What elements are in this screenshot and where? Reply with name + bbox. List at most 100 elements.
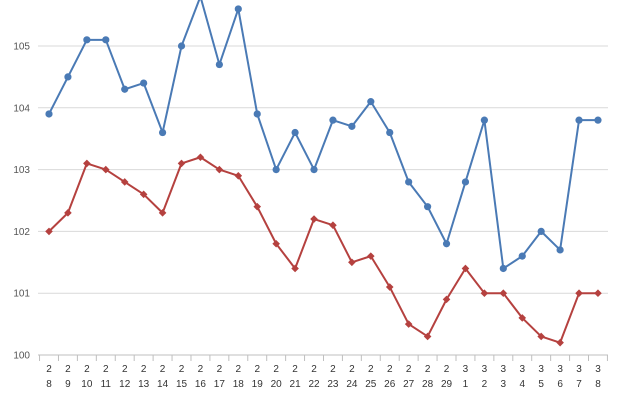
- x-tick-label-day: 23: [327, 379, 339, 390]
- data-point-circle: [461, 178, 470, 186]
- data-point-diamond: [329, 221, 337, 230]
- data-point-circle: [140, 79, 148, 87]
- data-point-diamond: [158, 209, 167, 217]
- data-point-diamond: [348, 258, 356, 267]
- x-tick-label-day: 8: [595, 379, 601, 390]
- y-tick-label: 100: [13, 351, 30, 362]
- x-tick-label-day: 7: [576, 379, 582, 390]
- x-tick-label-day: 6: [557, 379, 563, 390]
- data-point-circle: [102, 36, 110, 44]
- x-tick-label-month: 2: [65, 364, 71, 375]
- x-tick-label-month: 3: [557, 364, 563, 375]
- x-tick-label-month: 3: [463, 364, 469, 375]
- x-tick-label-day: 22: [308, 379, 320, 390]
- data-point-diamond: [101, 165, 110, 174]
- data-point-circle: [234, 5, 242, 13]
- x-tick-label-month: 2: [292, 364, 298, 375]
- data-point-circle: [329, 116, 337, 124]
- y-axis-tick-labels: 100 101 102 103 104 105: [13, 42, 30, 362]
- data-point-diamond: [404, 320, 413, 328]
- x-tick-label-day: 14: [157, 379, 169, 390]
- x-tick-label-day: 1: [463, 379, 469, 390]
- x-tick-label-month: 2: [444, 364, 450, 375]
- x-tick-label-month: 2: [368, 364, 374, 375]
- data-point-diamond: [291, 264, 299, 273]
- x-tick-label-month: 2: [122, 364, 128, 375]
- x-tick-label-day: 8: [46, 379, 52, 390]
- x-tick-label-month: 2: [46, 364, 52, 375]
- data-point-diamond: [310, 215, 318, 223]
- x-tick-label-month: 2: [387, 364, 393, 375]
- data-point-diamond: [272, 239, 280, 248]
- x-tick-label-day: 18: [233, 379, 245, 390]
- data-point-diamond: [177, 159, 186, 168]
- x-tick-label-month: 3: [501, 364, 507, 375]
- data-point-circle: [518, 252, 526, 260]
- data-point-circle: [253, 110, 261, 118]
- x-tick-label-day: 16: [195, 379, 207, 390]
- x-tick-label-month: 2: [103, 364, 109, 375]
- x-tick-label-month: 3: [595, 364, 601, 375]
- x-tick-label-day: 2: [482, 379, 488, 390]
- data-point-diamond: [83, 159, 91, 168]
- data-point-circle: [442, 240, 451, 248]
- data-point-diamond: [45, 227, 53, 236]
- x-tick-label-month: 2: [406, 364, 412, 375]
- x-tick-label-month: 2: [273, 364, 279, 375]
- y-tick-label: 103: [13, 165, 30, 176]
- x-tick-label-day: 27: [403, 379, 415, 390]
- data-point-circle: [556, 246, 564, 254]
- data-point-diamond: [196, 153, 205, 162]
- x-tick-label-day: 15: [176, 379, 188, 390]
- x-tick-label-day: 3: [501, 379, 507, 390]
- data-point-circle: [537, 227, 545, 235]
- data-point-diamond: [139, 190, 148, 199]
- series-2: [45, 153, 602, 347]
- x-tick-label-month: 3: [482, 364, 488, 375]
- x-tick-label-day: 21: [290, 379, 302, 390]
- x-tick-label-day: 13: [138, 379, 150, 390]
- x-tick-label-month: 2: [254, 364, 260, 375]
- data-point-diamond: [442, 295, 451, 304]
- data-point-circle: [424, 203, 432, 211]
- data-point-circle: [405, 178, 413, 186]
- data-point-diamond: [499, 289, 508, 297]
- series-1: [45, 0, 602, 273]
- x-tick-label-day: 24: [346, 379, 358, 390]
- data-point-circle: [177, 42, 186, 50]
- data-point-circle: [121, 85, 129, 93]
- data-point-diamond: [518, 314, 527, 322]
- data-point-diamond: [423, 332, 432, 341]
- data-point-circle: [215, 60, 223, 69]
- x-tick-label-day: 10: [81, 379, 93, 390]
- data-point-circle: [499, 264, 507, 273]
- data-point-diamond: [367, 252, 375, 260]
- data-point-circle: [348, 122, 356, 130]
- data-point-diamond: [385, 283, 394, 291]
- data-point-circle: [594, 116, 602, 124]
- x-tick-label-day: 26: [384, 379, 396, 390]
- data-point-diamond: [594, 289, 602, 297]
- data-point-circle: [386, 128, 394, 137]
- x-tick-label-day: 20: [271, 379, 283, 390]
- data-point-circle: [291, 128, 299, 137]
- data-point-diamond: [215, 165, 224, 174]
- x-tick-label-month: 2: [311, 364, 317, 375]
- x-tick-label-month: 2: [141, 364, 147, 375]
- y-tick-label: 104: [13, 103, 30, 114]
- x-tick-label-day: 9: [65, 379, 71, 390]
- x-tick-label-month: 2: [349, 364, 355, 375]
- x-tick-label-day: 12: [119, 379, 131, 390]
- x-tick-label-day: 29: [441, 379, 453, 390]
- data-point-circle: [367, 98, 375, 106]
- data-point-diamond: [575, 289, 583, 297]
- data-point-circle: [575, 116, 583, 124]
- x-tick-label-month: 2: [179, 364, 185, 375]
- x-axis: 2829210211212213214215216217218219220221…: [39, 355, 608, 390]
- x-tick-label-month: 3: [538, 364, 544, 375]
- x-tick-label-month: 2: [160, 364, 166, 375]
- y-tick-label: 102: [13, 227, 30, 238]
- x-tick-label-day: 28: [422, 379, 434, 390]
- series-group: [45, 0, 602, 347]
